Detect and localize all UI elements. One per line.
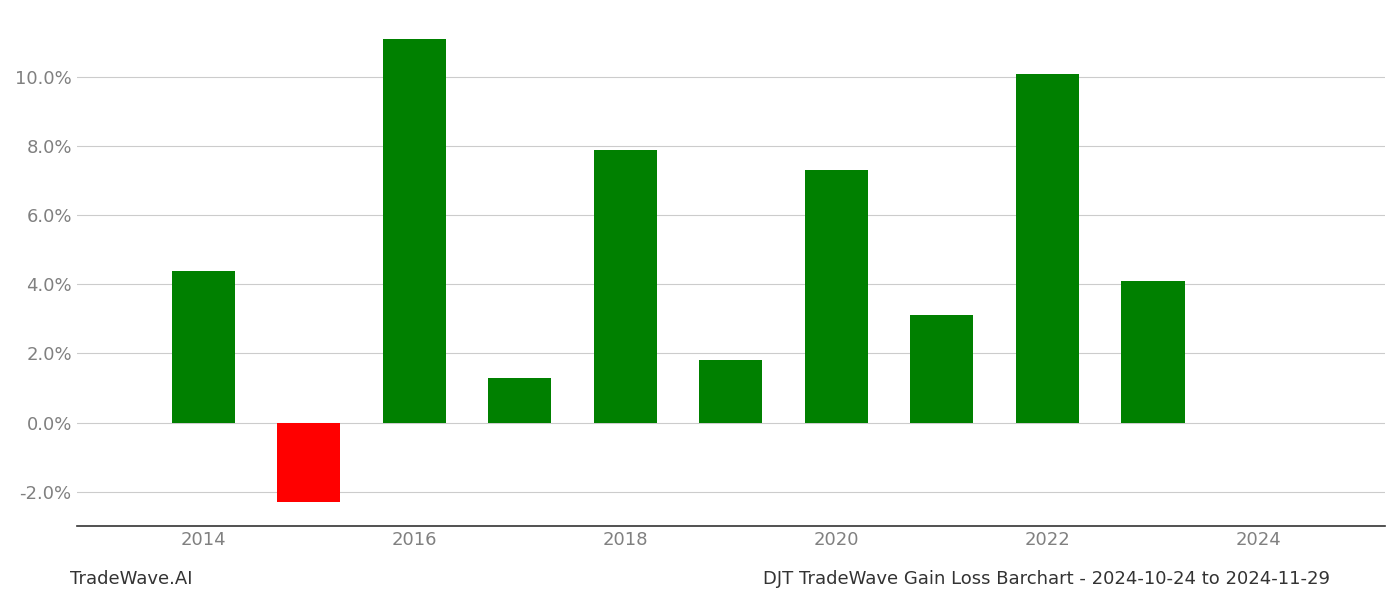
Bar: [277, 422, 340, 502]
Bar: [805, 170, 868, 422]
Bar: [382, 39, 447, 422]
Bar: [910, 316, 973, 422]
Bar: [489, 377, 552, 422]
Bar: [172, 271, 235, 422]
Bar: [1015, 74, 1079, 422]
Text: DJT TradeWave Gain Loss Barchart - 2024-10-24 to 2024-11-29: DJT TradeWave Gain Loss Barchart - 2024-…: [763, 570, 1330, 588]
Bar: [1121, 281, 1184, 422]
Bar: [699, 361, 763, 422]
Bar: [594, 149, 657, 422]
Text: TradeWave.AI: TradeWave.AI: [70, 570, 193, 588]
